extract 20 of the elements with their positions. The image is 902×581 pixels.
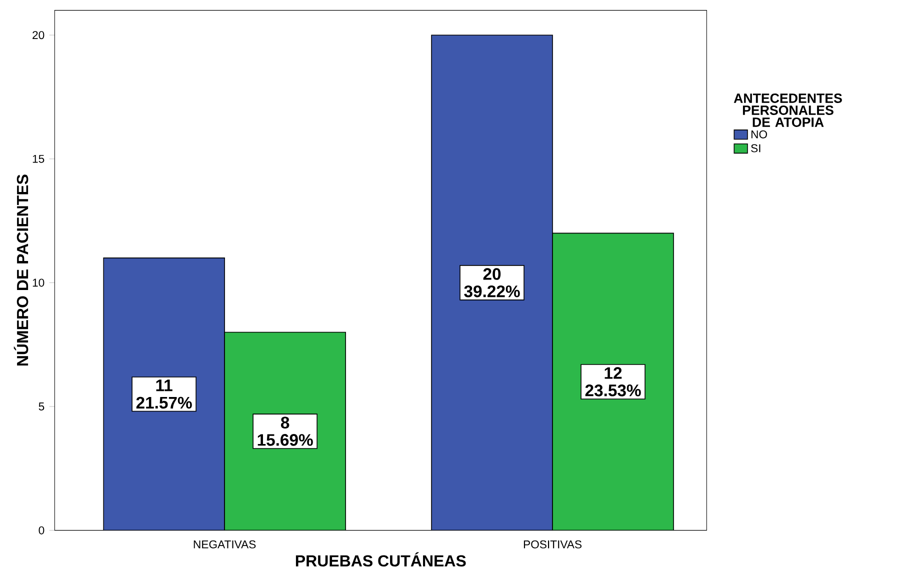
bar [552, 232, 674, 530]
y-tick-label: 0 [38, 526, 44, 534]
x-tick-label: POSITIVAS [524, 540, 582, 548]
data-label: 12 23.53% [585, 367, 641, 396]
bar [103, 258, 225, 530]
y-tick-label: 10 [32, 278, 44, 287]
y-axis-title: NÚMERO DE PACIENTES [14, 174, 28, 366]
bar [431, 34, 553, 530]
bar [224, 332, 346, 530]
x-tick-label: NEGATIVAS [194, 540, 256, 548]
data-label: 8 15.69% [258, 416, 313, 446]
data-label: 20 39.22% [464, 268, 520, 298]
data-label: 11 21.57% [136, 380, 192, 409]
legend-label: SI [751, 144, 760, 152]
legend-title: ANTECEDENTES PERSONALES DE ATOPIA [734, 94, 842, 127]
x-axis-title: PRUEBAS CUTÁNEAS [296, 552, 466, 567]
y-tick-label: 20 [32, 31, 44, 40]
y-tick-label: 5 [38, 402, 44, 410]
legend-label: NO [751, 130, 768, 138]
y-tick-label: 15 [32, 154, 44, 163]
